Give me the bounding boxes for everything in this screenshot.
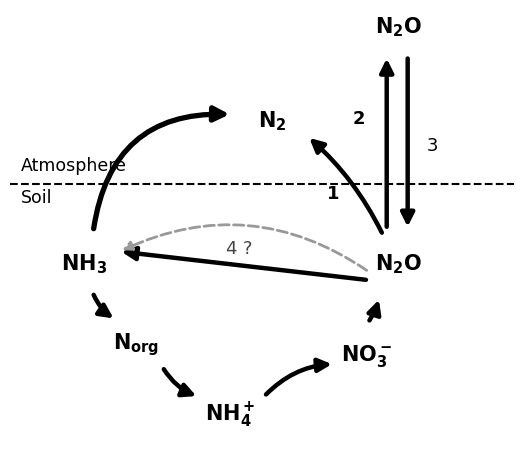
Text: $\mathbf{N_2O}$: $\mathbf{N_2O}$ [375,252,422,276]
Text: $\mathbf{NO_3^-}$: $\mathbf{NO_3^-}$ [341,342,392,368]
Text: 2: 2 [353,109,365,127]
Text: $\mathbf{NH_3}$: $\mathbf{NH_3}$ [61,252,107,276]
Text: 1: 1 [326,184,339,202]
Text: $\mathbf{N_{org}}$: $\mathbf{N_{org}}$ [113,330,159,357]
Text: Atmosphere: Atmosphere [21,157,127,175]
Text: Soil: Soil [21,189,52,207]
Text: $\mathbf{N_2O}$: $\mathbf{N_2O}$ [375,15,422,39]
Text: $\mathbf{N_2}$: $\mathbf{N_2}$ [258,109,287,132]
Text: $\mathbf{NH_4^+}$: $\mathbf{NH_4^+}$ [205,399,256,429]
Text: $\mathit{4\ ?}$: $\mathit{4\ ?}$ [225,239,252,257]
Text: 3: 3 [427,136,438,155]
